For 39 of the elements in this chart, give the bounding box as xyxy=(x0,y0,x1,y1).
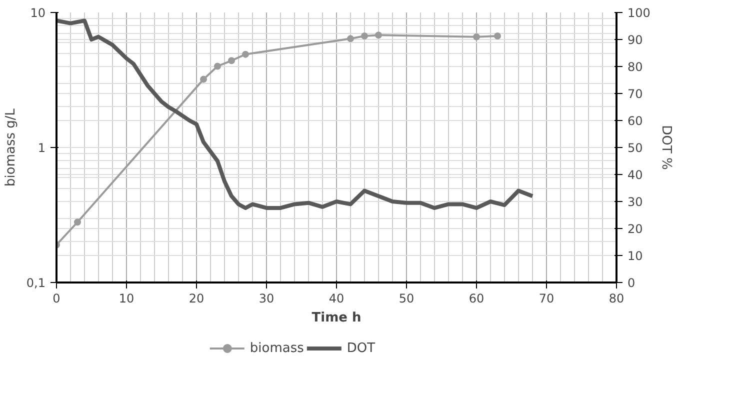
line-series xyxy=(56,18,534,210)
x-tick-label: 60 xyxy=(468,292,484,306)
point xyxy=(228,57,235,64)
y-tick-label: 10 xyxy=(30,6,46,20)
x-tick-label: 0 xyxy=(52,292,60,306)
point xyxy=(347,35,354,42)
y2-tick-label: 80 xyxy=(628,60,643,74)
legend-label: DOT xyxy=(346,340,376,356)
point xyxy=(375,32,382,39)
y-axis-title: biomass g/L xyxy=(3,108,18,186)
x-tick-label: 40 xyxy=(328,292,344,306)
x-tick-label: 80 xyxy=(608,292,624,306)
point xyxy=(214,62,221,70)
point xyxy=(473,33,480,40)
point xyxy=(74,218,81,226)
point xyxy=(361,32,368,40)
x-tick-label: 10 xyxy=(118,292,134,306)
legend-label: biomass xyxy=(250,340,304,356)
point xyxy=(200,76,207,83)
x-tick-label: 70 xyxy=(538,292,554,306)
y2-tick-label: 100 xyxy=(628,6,650,20)
y2-tick-label: 60 xyxy=(628,114,643,128)
y2-tick-label: 50 xyxy=(628,141,643,155)
y2-axis-title: DOT % xyxy=(658,125,674,170)
y2-tick-label: 70 xyxy=(628,87,643,101)
x-tick-label: 30 xyxy=(258,292,274,306)
y-tick-label: 0,1 xyxy=(26,276,46,290)
y2-tick-label: 0 xyxy=(628,276,636,290)
y2-tick-label: 20 xyxy=(628,222,643,236)
y2-tick-label: 10 xyxy=(628,249,643,263)
y2-tick-label: 40 xyxy=(628,168,643,182)
y2-tick-label: 30 xyxy=(628,195,643,209)
x-tick-label: 20 xyxy=(188,292,204,306)
x-tick-label: 50 xyxy=(398,292,414,306)
y2-tick-label: 90 xyxy=(628,33,643,47)
y-tick-label: 1 xyxy=(38,141,46,155)
point xyxy=(494,32,501,40)
x-axis-title: Time h xyxy=(312,310,362,326)
point xyxy=(242,50,249,58)
